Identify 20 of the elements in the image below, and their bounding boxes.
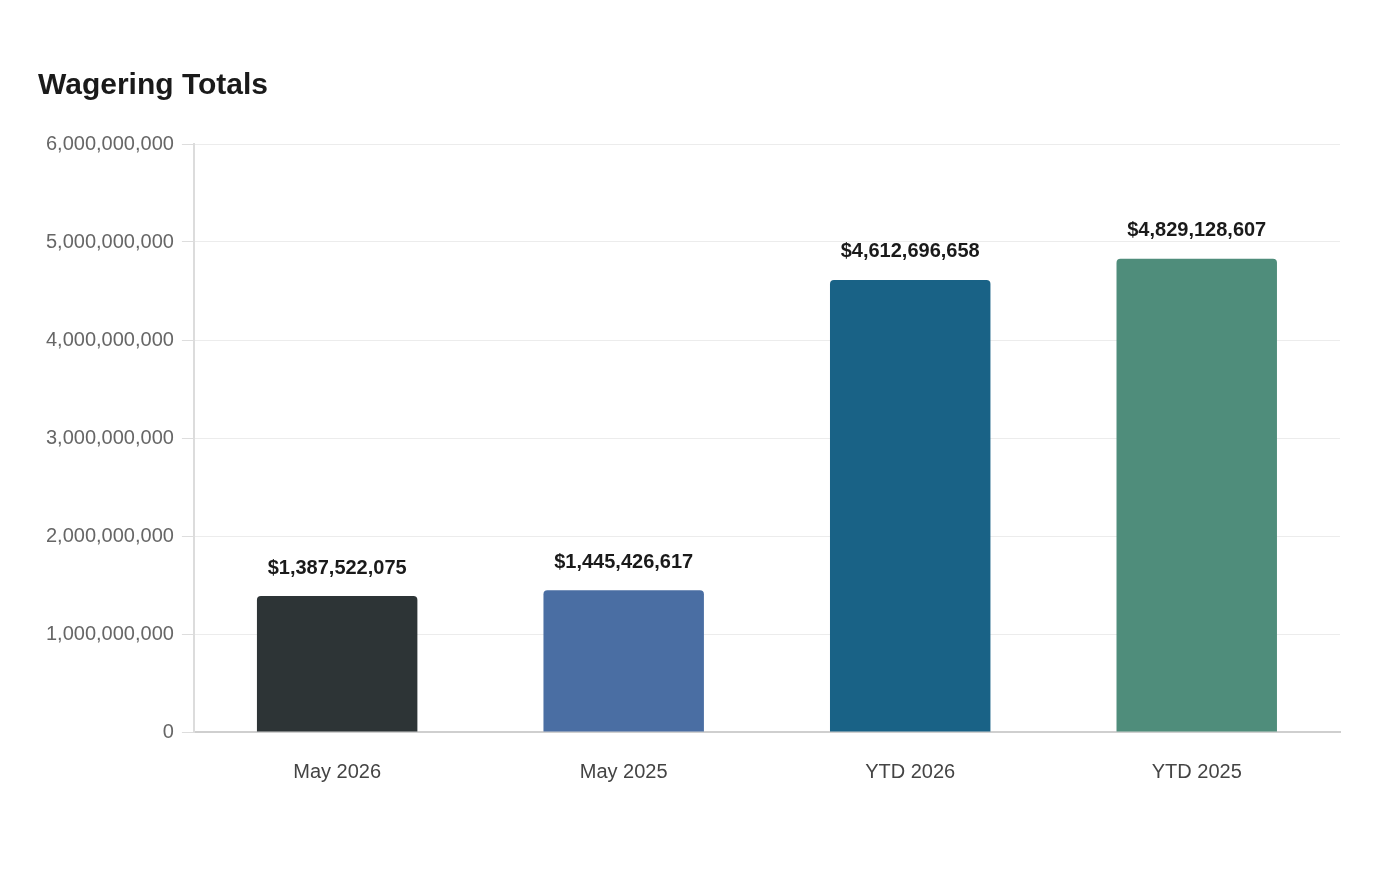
x-tick-label: May 2025 <box>579 759 668 782</box>
y-tick-label: 0 <box>162 719 174 742</box>
bar <box>1116 258 1277 732</box>
data-label: $4,829,128,607 <box>1127 218 1267 241</box>
y-tick-label: 2,000,000,000 <box>45 523 174 546</box>
bar <box>829 279 991 732</box>
bar <box>256 596 418 732</box>
y-tick-label: 3,000,000,000 <box>45 425 174 448</box>
chart-title: Wagering Totals <box>38 67 269 101</box>
x-tick-label: YTD 2026 <box>865 759 956 782</box>
y-tick-label: 1,000,000,000 <box>45 621 174 644</box>
y-tick-label: 6,000,000,000 <box>45 131 174 154</box>
x-tick-label: YTD 2025 <box>1151 759 1242 782</box>
data-label: $1,387,522,075 <box>267 555 407 578</box>
data-label: $1,445,426,617 <box>554 549 694 572</box>
y-tick-label: 5,000,000,000 <box>45 229 174 252</box>
y-tick-label: 4,000,000,000 <box>45 327 174 350</box>
x-tick-label: May 2026 <box>293 759 382 782</box>
data-label: $4,612,696,658 <box>840 239 980 262</box>
bar <box>543 590 704 732</box>
